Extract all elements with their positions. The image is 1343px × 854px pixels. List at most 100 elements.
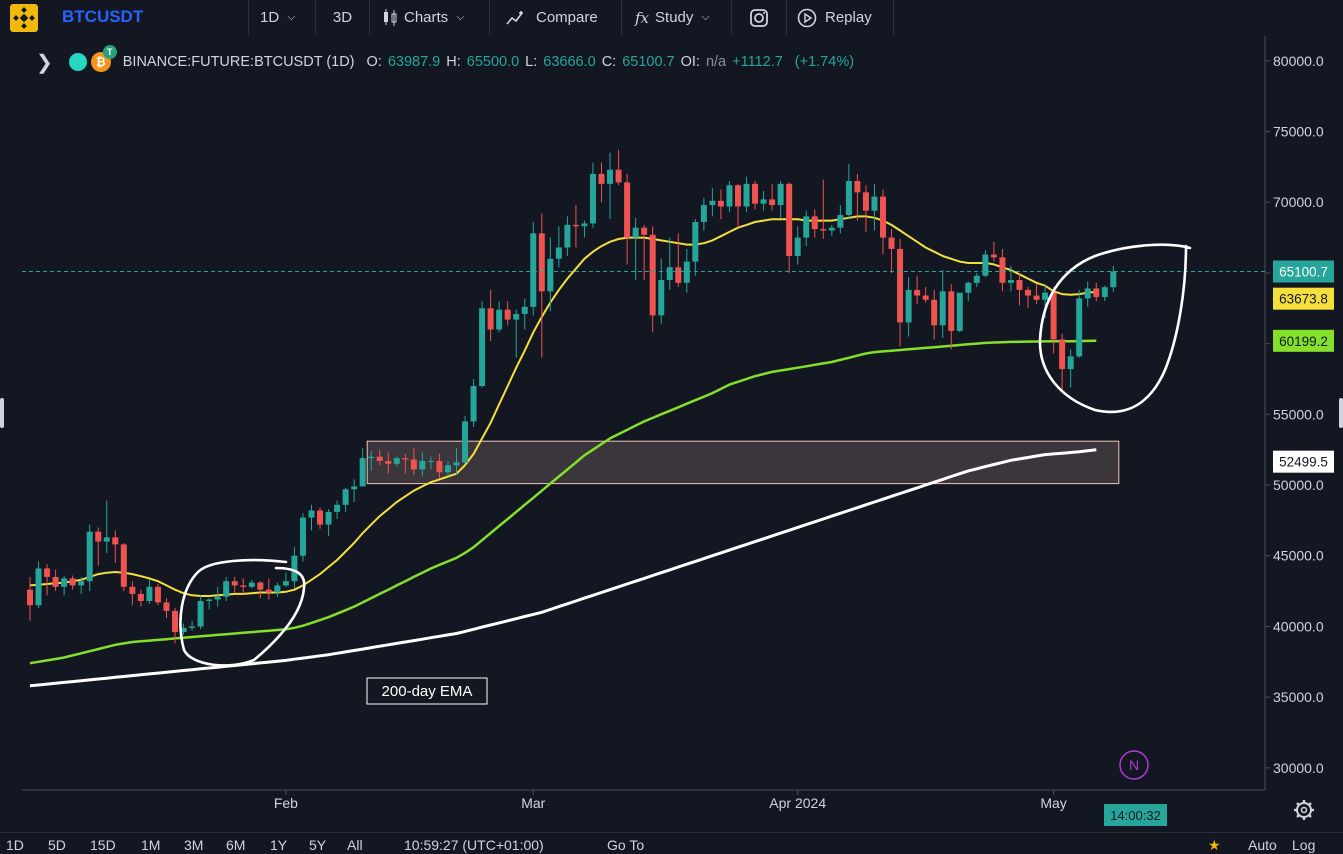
compare-button[interactable]: Compare: [490, 0, 622, 35]
auto-scale-button[interactable]: Auto: [1248, 837, 1277, 853]
candle: [172, 608, 179, 644]
candle-body: [956, 292, 963, 331]
candle-body: [905, 289, 912, 323]
countdown-badge: [1104, 804, 1167, 826]
candle-body: [598, 173, 605, 184]
candle: [820, 179, 827, 239]
candle-body: [112, 537, 119, 545]
candle-body: [282, 581, 289, 586]
right-panel-handle[interactable]: [1339, 398, 1343, 428]
charts-dropdown[interactable]: Charts ⌵: [370, 0, 490, 35]
candle: [342, 487, 349, 512]
candle: [572, 205, 579, 248]
range-button[interactable]: 15D: [90, 837, 116, 853]
view-3d-button[interactable]: 3D: [316, 0, 370, 35]
legend-oi-label: OI:: [680, 54, 700, 70]
candle-body: [880, 196, 886, 238]
candle: [615, 149, 622, 186]
replay-button[interactable]: Replay: [787, 0, 894, 35]
range-button[interactable]: 6M: [226, 837, 246, 853]
candle: [112, 530, 119, 563]
candle-body: [828, 227, 835, 231]
legend-symbol: BINANCE:FUTURE:BTCUSDT (1D): [122, 54, 355, 70]
candle-body: [385, 460, 392, 464]
candle: [880, 189, 886, 255]
candle: [922, 287, 929, 303]
range-button[interactable]: 1Y: [270, 837, 288, 853]
candle-body: [538, 233, 545, 292]
range-button[interactable]: 5D: [48, 837, 66, 853]
candle: [402, 453, 409, 474]
candle-body: [137, 593, 144, 601]
candle: [299, 513, 306, 562]
candle: [649, 226, 656, 333]
price-chart[interactable]: 30000.0 35000.0 40000.0 45000.0 50000.0 55000…: [0, 36, 1343, 832]
candle: [1033, 284, 1040, 305]
x-tick-label: May: [1040, 795, 1066, 811]
candle-body: [948, 291, 955, 331]
candle: [265, 578, 272, 600]
candle: [956, 292, 963, 333]
snapshot-button[interactable]: [732, 0, 787, 35]
candle: [828, 224, 835, 237]
candle-body: [402, 458, 409, 460]
interval-dropdown[interactable]: 1D ⌵: [248, 0, 316, 35]
candle-body: [462, 421, 469, 463]
candle-body: [675, 267, 682, 283]
candle-body: [641, 227, 648, 235]
replay-label: Replay: [825, 9, 872, 26]
news-marker-letter: N: [1129, 757, 1139, 773]
candle-body: [487, 308, 494, 330]
candle-body: [743, 183, 750, 207]
candle: [982, 250, 989, 278]
candle-body: [811, 216, 818, 230]
range-button[interactable]: 5Y: [309, 837, 327, 853]
candle: [811, 209, 818, 238]
candle-body: [206, 599, 213, 601]
binance-logo-icon: [10, 4, 38, 32]
range-button[interactable]: All: [347, 837, 363, 853]
candle: [44, 564, 51, 596]
range-button[interactable]: 1D: [6, 837, 24, 853]
candle: [513, 309, 520, 358]
candle: [641, 224, 648, 280]
news-marker-icon[interactable]: [1119, 750, 1149, 780]
study-label: Study: [655, 9, 694, 26]
candle: [27, 576, 33, 621]
candle-body: [308, 510, 315, 518]
legend-oi-value: n/a: [705, 54, 727, 70]
candle: [1016, 272, 1023, 306]
candle: [871, 183, 878, 231]
candle: [1093, 282, 1100, 302]
candle: [129, 581, 136, 606]
y-tick-label: 45000.0: [1273, 548, 1324, 564]
ema-annotation-box[interactable]: [366, 677, 488, 705]
candle: [154, 584, 161, 606]
legend-change-pct: (+1.74%): [794, 54, 855, 70]
charts-label: Charts: [404, 9, 449, 26]
candle-body: [291, 555, 298, 582]
study-dropdown[interactable]: fx Study ⌵: [622, 0, 732, 35]
candle: [632, 217, 639, 280]
star-icon[interactable]: ★: [1208, 837, 1221, 853]
log-scale-button[interactable]: Log: [1292, 837, 1316, 853]
candle: [214, 586, 221, 607]
candle-body: [180, 627, 187, 633]
candle-body: [103, 537, 110, 542]
candle: [717, 189, 724, 220]
range-button[interactable]: 3M: [184, 837, 204, 853]
candle-body: [27, 589, 33, 606]
candle-body: [871, 196, 878, 211]
candle-body: [120, 544, 127, 587]
candle: [1059, 333, 1066, 392]
candle-body: [496, 309, 503, 330]
left-panel-handle[interactable]: [0, 398, 4, 428]
candle: [376, 449, 383, 466]
symbol-button[interactable]: BTCUSDT: [62, 7, 144, 26]
settings-gear-icon[interactable]: [1294, 800, 1314, 820]
range-button[interactable]: 1M: [141, 837, 161, 853]
goto-button[interactable]: Go To: [607, 837, 645, 853]
candle-body: [982, 254, 989, 276]
expand-legend-icon[interactable]: ❯: [36, 51, 53, 74]
candle-body: [257, 582, 264, 590]
